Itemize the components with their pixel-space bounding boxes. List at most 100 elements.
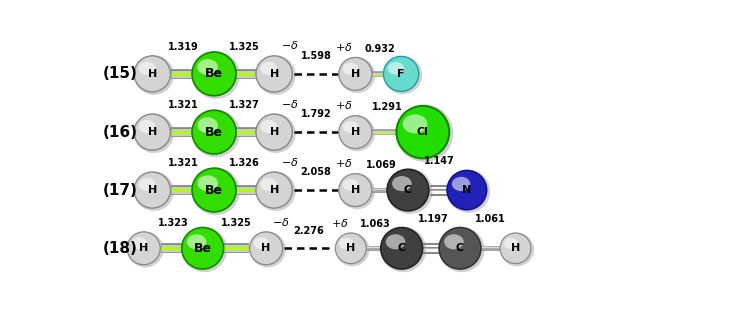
Ellipse shape (193, 53, 235, 95)
Ellipse shape (438, 227, 482, 270)
Ellipse shape (134, 114, 174, 153)
Ellipse shape (256, 56, 296, 95)
Ellipse shape (192, 51, 240, 99)
Text: H: H (269, 127, 279, 137)
Ellipse shape (398, 107, 448, 157)
Ellipse shape (127, 231, 161, 265)
Text: $+\delta$: $+\delta$ (331, 217, 348, 229)
Ellipse shape (197, 175, 218, 191)
Text: 0.932: 0.932 (365, 44, 396, 54)
Ellipse shape (387, 169, 432, 214)
Ellipse shape (128, 232, 163, 267)
Ellipse shape (339, 238, 354, 249)
Text: 1.063: 1.063 (360, 219, 390, 229)
Ellipse shape (255, 55, 293, 93)
Text: H: H (148, 69, 157, 79)
Text: $-\delta$: $-\delta$ (280, 40, 298, 51)
Text: H: H (351, 127, 360, 137)
Ellipse shape (500, 233, 534, 266)
Ellipse shape (444, 234, 463, 249)
Ellipse shape (396, 105, 450, 160)
Ellipse shape (387, 62, 404, 75)
Ellipse shape (383, 56, 419, 92)
Text: H: H (351, 185, 360, 195)
Text: H: H (511, 243, 520, 253)
Ellipse shape (339, 174, 375, 209)
Ellipse shape (439, 227, 485, 272)
Text: H: H (269, 185, 279, 195)
Ellipse shape (339, 116, 371, 148)
Ellipse shape (181, 227, 224, 270)
Ellipse shape (382, 228, 422, 268)
Text: $+\delta$: $+\delta$ (335, 157, 353, 169)
Text: 2.058: 2.058 (300, 167, 331, 177)
Ellipse shape (134, 55, 171, 93)
Ellipse shape (261, 120, 277, 133)
Ellipse shape (447, 170, 490, 213)
Ellipse shape (339, 58, 371, 90)
Ellipse shape (134, 171, 171, 209)
Ellipse shape (504, 238, 518, 249)
Ellipse shape (338, 115, 373, 149)
Ellipse shape (139, 62, 156, 75)
Ellipse shape (255, 113, 293, 151)
Ellipse shape (250, 232, 286, 267)
Text: Be: Be (193, 242, 212, 255)
Ellipse shape (338, 57, 373, 91)
Ellipse shape (500, 234, 531, 263)
Ellipse shape (139, 178, 156, 191)
Text: C: C (456, 243, 464, 253)
Text: (16): (16) (103, 125, 137, 140)
Ellipse shape (343, 179, 358, 191)
Text: (17): (17) (103, 182, 137, 197)
Text: Cl: Cl (417, 127, 429, 137)
Text: H: H (148, 185, 157, 195)
Ellipse shape (381, 227, 427, 272)
Text: 2.276: 2.276 (294, 226, 324, 235)
Text: H: H (261, 243, 271, 253)
Text: H: H (139, 243, 148, 253)
Ellipse shape (336, 233, 369, 266)
Ellipse shape (131, 237, 147, 249)
Text: 1.197: 1.197 (418, 214, 448, 224)
Ellipse shape (256, 172, 296, 211)
Text: F: F (397, 69, 405, 79)
Text: H: H (351, 69, 360, 79)
Ellipse shape (335, 232, 367, 264)
Ellipse shape (446, 170, 488, 211)
Ellipse shape (386, 168, 430, 212)
Text: 1.291: 1.291 (372, 102, 402, 112)
Text: 1.321: 1.321 (168, 100, 199, 110)
Ellipse shape (197, 117, 218, 133)
Ellipse shape (191, 109, 237, 155)
Ellipse shape (193, 169, 235, 211)
Ellipse shape (384, 56, 422, 94)
Text: 1.598: 1.598 (300, 51, 331, 61)
Ellipse shape (396, 105, 453, 162)
Ellipse shape (261, 178, 277, 191)
Ellipse shape (197, 59, 218, 75)
Ellipse shape (191, 51, 237, 97)
Ellipse shape (380, 227, 424, 270)
Text: 1.792: 1.792 (300, 109, 331, 119)
Text: Be: Be (205, 126, 223, 139)
Text: H: H (148, 127, 157, 137)
Ellipse shape (261, 62, 277, 75)
Text: $+\delta$: $+\delta$ (335, 100, 353, 111)
Ellipse shape (343, 121, 358, 133)
Text: 1.326: 1.326 (229, 158, 260, 168)
Ellipse shape (139, 120, 156, 133)
Ellipse shape (249, 231, 283, 265)
Text: 1.325: 1.325 (229, 42, 260, 52)
Ellipse shape (339, 57, 375, 93)
Ellipse shape (134, 113, 171, 151)
Ellipse shape (255, 171, 293, 209)
Ellipse shape (343, 63, 358, 75)
Text: $+\delta$: $+\delta$ (335, 41, 353, 53)
Ellipse shape (182, 228, 223, 268)
Ellipse shape (448, 171, 486, 209)
Text: 1.325: 1.325 (221, 218, 252, 228)
Ellipse shape (403, 115, 427, 133)
Ellipse shape (135, 56, 170, 91)
Text: 1.061: 1.061 (475, 214, 506, 224)
